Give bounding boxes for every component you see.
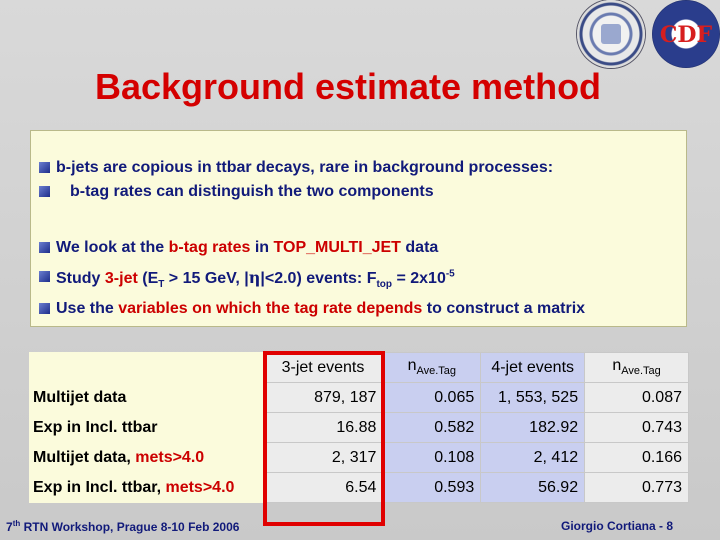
cell-3jet-events: 6.54 (262, 472, 384, 503)
row-label: Exp in Incl. ttbar (29, 412, 264, 443)
bullet-4-text: Use the variables on which the tag rate … (56, 300, 586, 317)
bullet-square-icon (39, 186, 50, 197)
table-row: Multijet data, mets>4.0 2, 317 0.108 2, … (29, 442, 689, 473)
table-row: Exp in Incl. ttbar, mets>4.0 6.54 0.593 … (29, 472, 689, 503)
cell-4jet-events: 182.92 (480, 412, 586, 443)
row-label: Exp in Incl. ttbar, mets>4.0 (29, 472, 264, 503)
cell-4jet-events: 1, 553, 525 (480, 382, 586, 413)
bullet-square-icon (39, 271, 50, 282)
bullet-1b-text: b-tag rates can distinguish the two comp… (70, 183, 434, 200)
bullet-3-text: Study 3-jet (ET > 15 GeV, |η|<2.0) event… (56, 268, 455, 291)
cell-4jet-avetag: 0.087 (584, 382, 689, 413)
cell-3jet-avetag: 0.582 (382, 412, 482, 443)
slide-title: Background estimate method (94, 66, 602, 107)
cell-3jet-events: 2, 317 (262, 442, 384, 473)
bullet-square-icon (39, 242, 50, 253)
bullet-square-icon (39, 303, 50, 314)
header-4jet-events: 4-jet events (480, 352, 586, 383)
bullet-panel: b-jets are copious in ttbar decays, rare… (30, 130, 687, 327)
cell-3jet-events: 16.88 (262, 412, 384, 443)
cdf-logo-text: CDF (659, 22, 713, 48)
cell-3jet-avetag: 0.065 (382, 382, 482, 413)
cell-4jet-events: 56.92 (480, 472, 586, 503)
university-seal-logo (577, 0, 645, 68)
bullet-2-text: We look at the b-tag rates in TOP_MULTI_… (56, 239, 439, 256)
cell-4jet-avetag: 0.166 (584, 442, 689, 473)
header-3jet-events: 3-jet events (262, 352, 384, 383)
row-label: Multijet data, mets>4.0 (29, 442, 264, 473)
cell-4jet-events: 2, 412 (480, 442, 586, 473)
table-row: Multijet data 879, 187 0.065 1, 553, 525… (29, 382, 689, 413)
results-table: 3-jet events nAve.Tag 4-jet events nAve.… (29, 352, 689, 503)
table-corner (29, 352, 264, 383)
bullet-1-text: b-jets are copious in ttbar decays, rare… (56, 159, 554, 176)
footer-event: 7th RTN Workshop, Prague 8-10 Feb 2006 (6, 519, 240, 534)
cell-3jet-avetag: 0.593 (382, 472, 482, 503)
footer-author-page: Giorgio Cortiana - 8 (561, 519, 674, 533)
table-row: Exp in Incl. ttbar 16.88 0.582 182.92 0.… (29, 412, 689, 443)
seal-emblem-icon (601, 24, 621, 44)
table-header-row: 3-jet events nAve.Tag 4-jet events nAve.… (29, 352, 689, 383)
header-n-avetag-3jet: nAve.Tag (382, 352, 482, 383)
header-n-avetag-4jet: nAve.Tag (584, 352, 689, 383)
cell-4jet-avetag: 0.743 (584, 412, 689, 443)
bullet-square-icon (39, 162, 50, 173)
row-label: Multijet data (29, 382, 264, 413)
cell-4jet-avetag: 0.773 (584, 472, 689, 503)
cell-3jet-events: 879, 187 (262, 382, 384, 413)
cell-3jet-avetag: 0.108 (382, 442, 482, 473)
cdf-logo: CDF (652, 0, 720, 68)
